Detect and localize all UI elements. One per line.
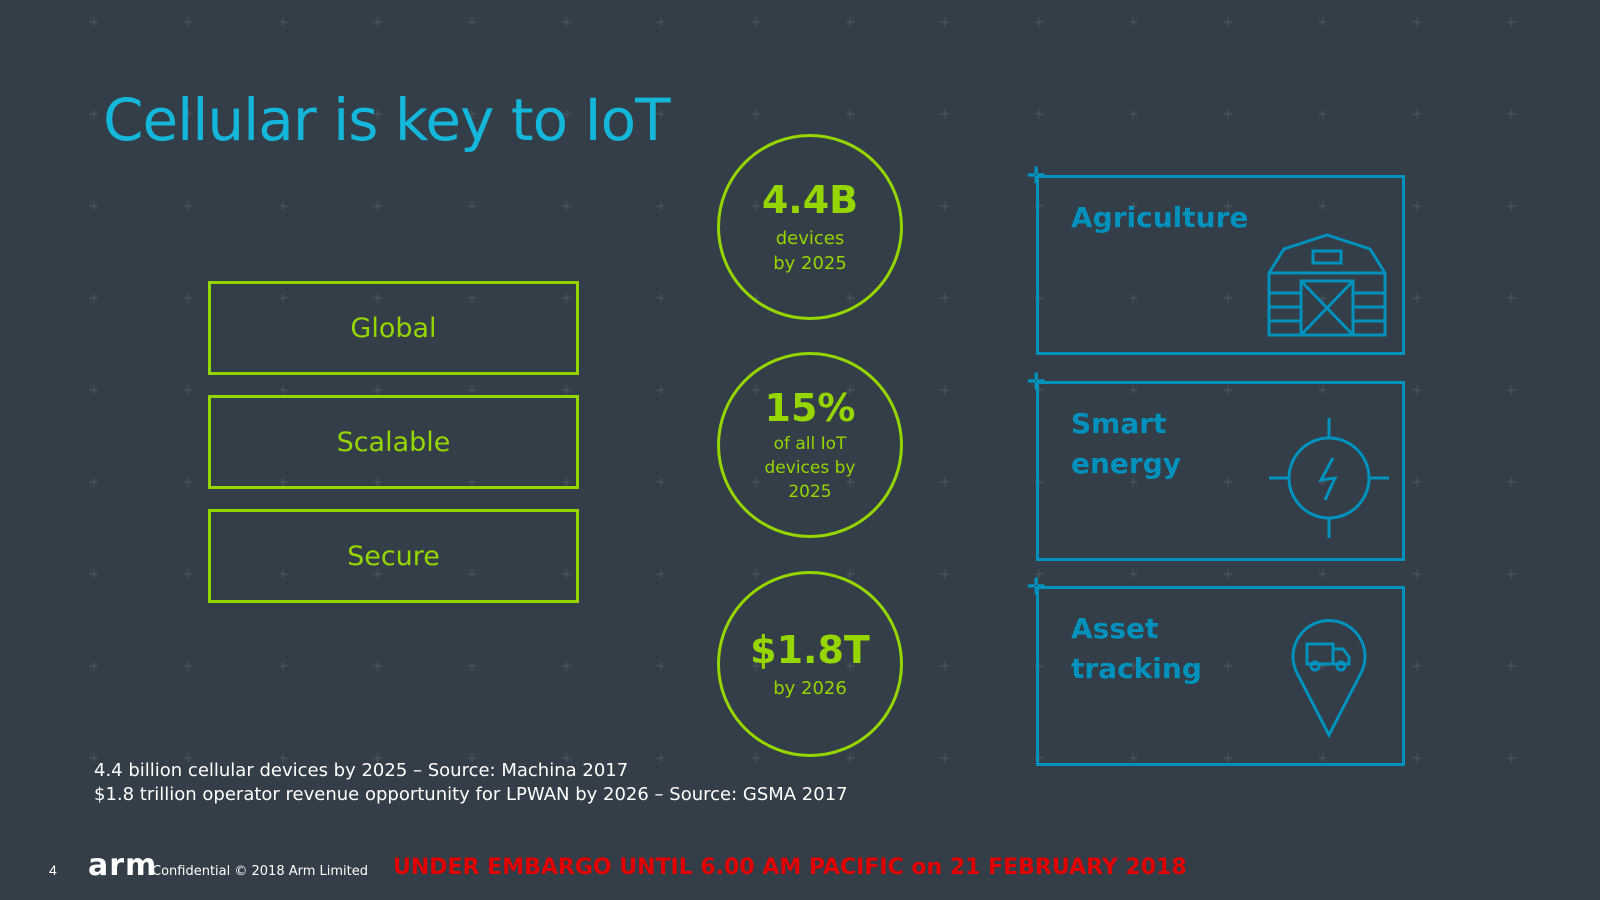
card-label: Asset tracking <box>1071 612 1202 685</box>
stat-caption: of all IoT <box>773 434 847 454</box>
sources-note: 4.4 billion cellular devices by 2025 – S… <box>94 759 848 807</box>
page-title: Cellular is key to IoT <box>103 86 671 154</box>
stat-caption: by 2025 <box>773 253 847 274</box>
confidential-notice: Confidential © 2018 Arm Limited <box>152 864 368 879</box>
stat-value: 15% <box>764 386 856 430</box>
embargo-notice: UNDER EMBARGO UNTIL 6.00 AM PACIFIC on 2… <box>393 855 1187 880</box>
card-label: Smart energy <box>1071 407 1182 480</box>
card-asset-tracking: Asset tracking <box>1036 586 1405 766</box>
stat-value: 4.4B <box>761 178 859 222</box>
stat-caption: 2025 <box>788 482 832 502</box>
power-target-icon <box>1269 418 1389 538</box>
pillar-secure: Secure <box>208 509 579 603</box>
stat-share: 15% of all IoT devices by 2025 <box>717 352 903 538</box>
card-smart-energy: Smart energy <box>1036 381 1405 561</box>
stat-devices: 4.4B devices by 2025 <box>717 134 903 320</box>
stat-value: $1.8T <box>750 627 870 672</box>
truck-location-pin-icon <box>1291 619 1367 739</box>
pillar-scalable: Scalable <box>208 395 579 489</box>
barn-icon <box>1267 233 1387 337</box>
card-agriculture: Agriculture <box>1036 175 1405 355</box>
stat-caption: devices <box>775 228 845 249</box>
arm-logo: arm <box>88 848 158 883</box>
card-label: Agriculture <box>1071 201 1249 234</box>
stat-caption: by 2026 <box>773 677 847 699</box>
stat-caption: devices by <box>764 458 856 478</box>
stat-revenue: $1.8T by 2026 <box>717 571 903 757</box>
pillar-global: Global <box>208 281 579 375</box>
page-number: 4 <box>49 862 57 878</box>
source-line: $1.8 trillion operator revenue opportuni… <box>94 784 848 805</box>
source-line: 4.4 billion cellular devices by 2025 – S… <box>94 760 629 781</box>
